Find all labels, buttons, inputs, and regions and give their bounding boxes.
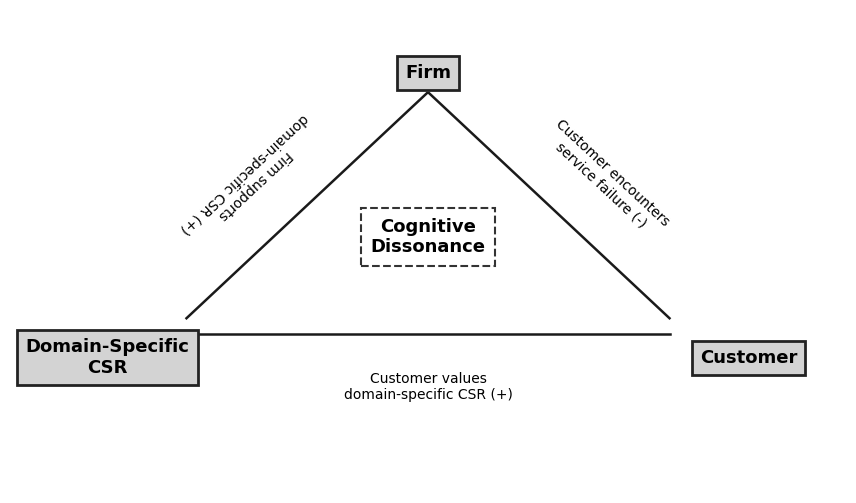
Text: Firm: Firm — [405, 64, 451, 82]
Text: Customer values
domain-specific CSR (+): Customer values domain-specific CSR (+) — [343, 372, 513, 402]
Text: Customer: Customer — [700, 349, 797, 367]
Text: Customer encounters
service failure (-): Customer encounters service failure (-) — [542, 117, 672, 241]
Text: Cognitive
Dissonance: Cognitive Dissonance — [371, 218, 485, 257]
Text: Domain-Specific
CSR: Domain-Specific CSR — [26, 339, 189, 377]
Text: Firm supports
domain-specific CSR (+): Firm supports domain-specific CSR (+) — [177, 111, 321, 247]
